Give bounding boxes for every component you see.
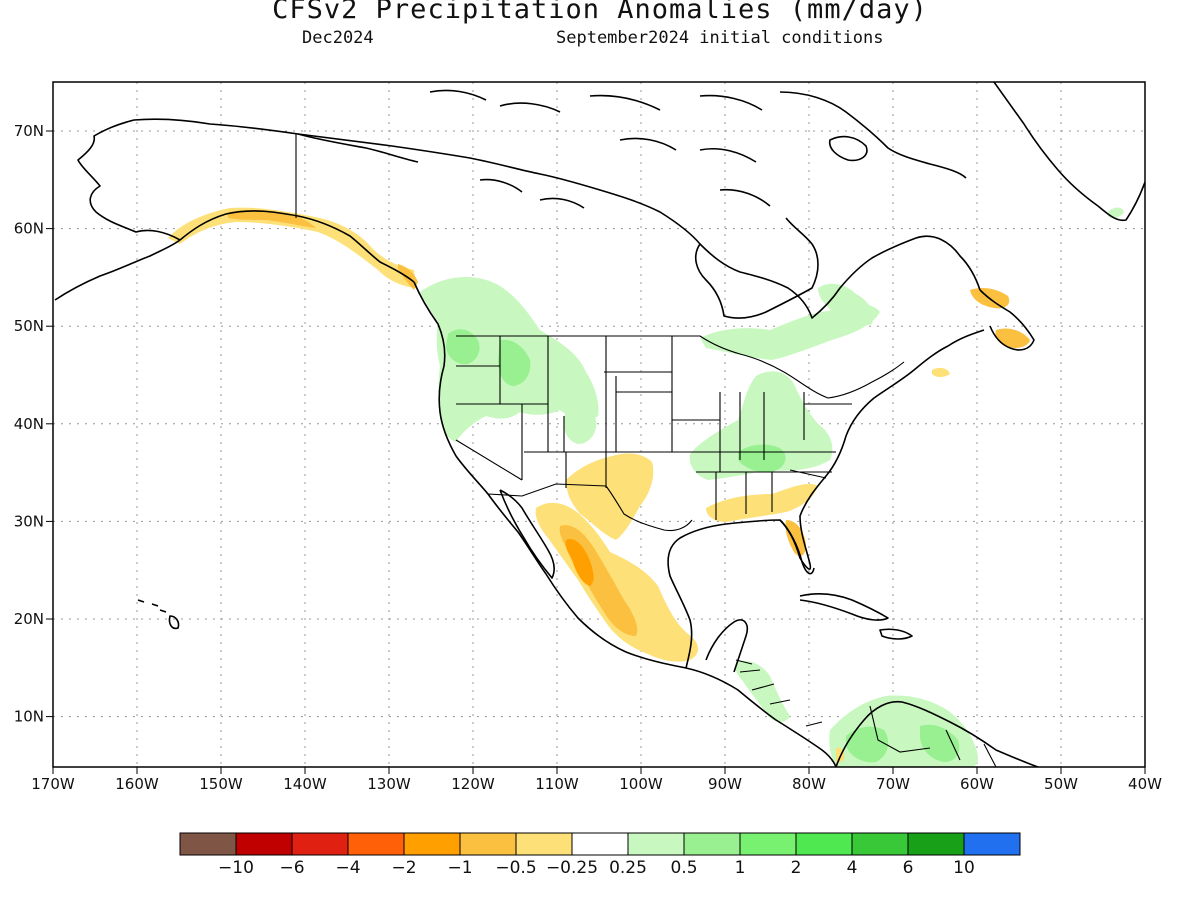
colorbar-label: −0.25	[546, 858, 598, 878]
lon-tick-label: 170W	[31, 775, 75, 793]
lon-tick-label: 160W	[115, 775, 159, 793]
lon-tick-label: 150W	[199, 775, 243, 793]
colorbar-swatch	[179, 832, 237, 856]
coastline-hudson-bay	[694, 217, 819, 319]
chart-title: CFSv2 Precipitation Anomalies (mm/day)	[272, 0, 928, 25]
dry-region-mexico-strong	[565, 538, 594, 586]
coastline-florida	[779, 519, 815, 575]
colorbar-swatch	[851, 832, 909, 856]
coastline-south-america	[835, 700, 1039, 767]
lat-tick-label: 70N	[14, 122, 44, 140]
wet-region-greenland-tip	[1108, 207, 1124, 219]
wet-region-ontario	[700, 304, 880, 360]
colorbar-swatch	[627, 832, 685, 856]
map-frame	[52, 81, 1146, 768]
border-us-canada	[456, 335, 905, 399]
colorbar-label: −2	[391, 858, 416, 878]
coastline-hispaniola	[879, 628, 913, 640]
colorbar-swatch	[795, 832, 853, 856]
lon-tick-label: 60W	[960, 775, 994, 793]
coastline-gulf	[667, 329, 985, 669]
initial-conditions-label: September2024 initial conditions	[556, 28, 884, 48]
colorbar-label: 2	[791, 858, 802, 878]
lat-tick-label: 10N	[14, 708, 44, 726]
colorbar-swatch	[459, 832, 517, 856]
lat-tick-label: 50N	[14, 317, 44, 335]
colorbar-label: 1	[735, 858, 746, 878]
lat-tick-label: 60N	[14, 220, 44, 238]
colorbar-swatch	[291, 832, 349, 856]
wet-region-pacific-northwest-core	[446, 329, 480, 365]
colorbar-labels: −10 −6 −4 −2 −1 −0.5 −0.25 0.25 0.5 1 2 4 6 10	[218, 858, 975, 878]
lon-tick-label: 110W	[535, 775, 579, 793]
colorbar-label: −0.5	[495, 858, 536, 878]
borders-south-america	[869, 705, 997, 767]
lat-tick-label: 30N	[14, 512, 44, 530]
coastline-arctic-islands	[429, 89, 967, 209]
coastlines	[54, 82, 1145, 767]
border-us-mexico	[487, 483, 693, 532]
colorbar-swatch	[571, 832, 629, 856]
coastline-west-coast	[413, 281, 837, 767]
dry-region-newfoundland-south	[995, 328, 1030, 348]
colorbar-label: 6	[903, 858, 914, 878]
colorbar-label: 10	[953, 858, 975, 878]
lon-tick-label: 130W	[367, 775, 411, 793]
coastline-beaufort	[297, 133, 419, 163]
dry-region-nova-scotia	[932, 367, 950, 377]
wet-region-south-america-core	[846, 726, 889, 763]
coastline-cuba	[799, 593, 889, 621]
colorbar-swatch	[403, 832, 461, 856]
lon-tick-label: 140W	[283, 775, 327, 793]
colorbar-label: 4	[847, 858, 858, 878]
coastline-labrador	[979, 289, 1035, 351]
lat-tick-label: 40N	[14, 415, 44, 433]
lon-tick-label: 90W	[708, 775, 742, 793]
lon-tick-label: 40W	[1128, 775, 1162, 793]
colorbar-swatch	[907, 832, 965, 856]
lead-month-label: Dec2024	[302, 28, 374, 48]
colorbar-swatch	[963, 832, 1021, 856]
colorbar-swatch	[235, 832, 293, 856]
dry-region-gulf-coast	[706, 483, 818, 522]
colorbar-label: 0.25	[609, 858, 647, 878]
longitude-ticks: 170W 160W 150W 140W 130W 120W 110W 100W 90W 80W 70…	[31, 767, 1162, 793]
borders-central-america	[735, 659, 823, 727]
colorbar-swatch	[683, 832, 741, 856]
dry-region-alaska-core	[228, 209, 316, 228]
wet-region-central-america	[735, 660, 790, 722]
colorbar-swatch	[515, 832, 573, 856]
borders-us-states	[455, 336, 852, 520]
lon-tick-label: 80W	[792, 775, 826, 793]
latitude-ticks: 70N 60N 50N 40N 30N 20N 10N	[14, 122, 53, 726]
coastline-baja	[499, 489, 555, 579]
wet-region-idaho-core	[498, 339, 531, 386]
lon-tick-label: 50W	[1044, 775, 1078, 793]
colorbar-swatch	[347, 832, 405, 856]
coastline-alaska	[54, 118, 415, 301]
coastline-greenland	[993, 82, 1145, 222]
colorbar-label: −1	[447, 858, 472, 878]
lon-tick-label: 70W	[876, 775, 910, 793]
colorbar-swatch	[739, 832, 797, 856]
colorbar-label: −4	[335, 858, 360, 878]
lat-tick-label: 20N	[14, 610, 44, 628]
colorbar	[179, 832, 1021, 856]
wet-region-venezuela	[920, 724, 960, 762]
map-frame-background	[53, 82, 1145, 767]
dry-region-florida	[785, 520, 806, 557]
lon-tick-label: 120W	[451, 775, 495, 793]
political-borders	[295, 134, 997, 767]
colorbar-label: −6	[279, 858, 304, 878]
coastline-canada-north	[297, 133, 981, 319]
coastline-hawaii	[137, 599, 180, 630]
wet-region-quebec	[818, 283, 874, 326]
wet-region-ohio-valley	[689, 371, 833, 480]
lon-tick-label: 100W	[619, 775, 663, 793]
coastline-yucatan	[705, 619, 749, 673]
wet-region-colorado	[563, 407, 597, 444]
colorbar-label: 0.5	[670, 858, 697, 878]
colorbar-label: −10	[218, 858, 254, 878]
